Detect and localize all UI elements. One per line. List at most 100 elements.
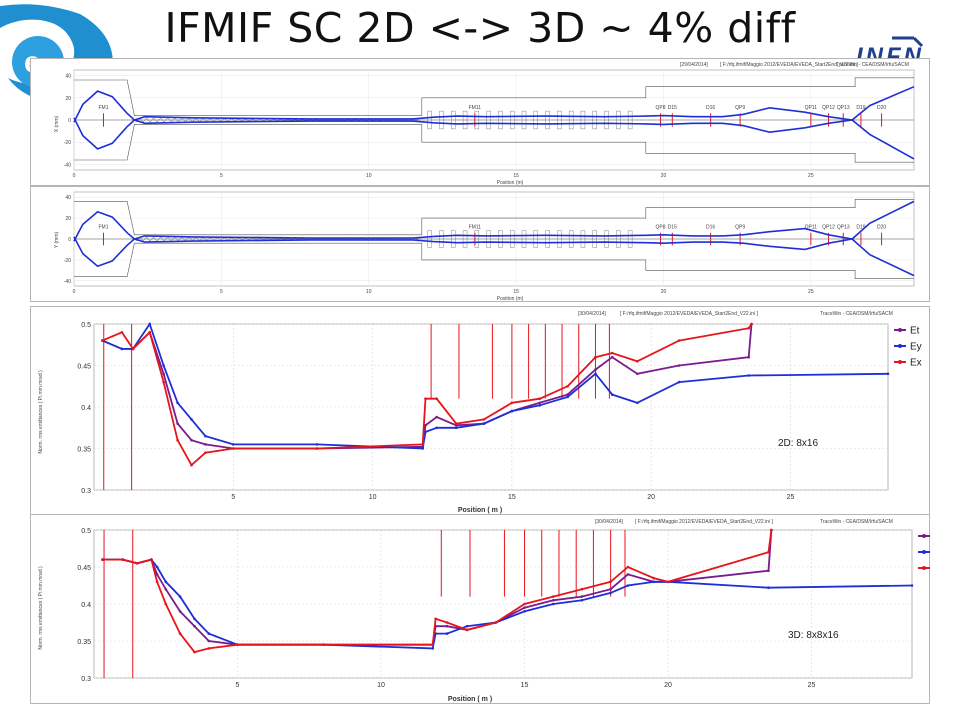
- element-label: D19: [856, 105, 865, 111]
- element-label: FM1: [98, 225, 108, 231]
- envelope-x-header-file: [ F:/rfq.ifmif/Maggio 2012/EVEDA/EVEDA_S…: [720, 62, 858, 68]
- y-tick-label: 0.35: [77, 447, 91, 454]
- y-tick-label: 20: [65, 96, 71, 102]
- element-label: FM11: [469, 225, 482, 231]
- point-ey: [538, 404, 542, 407]
- point-ex: [150, 558, 153, 561]
- point-ey: [424, 430, 427, 434]
- point-ey: [594, 372, 597, 376]
- point-ex: [421, 443, 425, 446]
- point-ey: [677, 380, 681, 384]
- point-et: [566, 393, 569, 396]
- point-ex: [610, 351, 614, 355]
- point-et: [677, 364, 681, 367]
- y-tick-label: 0.3: [81, 488, 91, 495]
- emittance-3d-ylabel: Norm. rms emittances ( Pi.mm.mrad ): [38, 566, 44, 650]
- point-ey: [610, 393, 614, 396]
- x-tick-label: 0: [73, 173, 76, 179]
- element-label: QP8: [656, 225, 666, 231]
- y-tick-label: 0.5: [81, 528, 91, 535]
- point-et: [580, 595, 584, 598]
- envelope-x-header-date: [29/04/2014]: [680, 62, 708, 68]
- x-tick-label: 15: [521, 682, 529, 689]
- point-ex: [322, 643, 325, 646]
- x-tick-label: 5: [231, 494, 235, 501]
- point-ex: [431, 643, 435, 646]
- point-ex: [164, 602, 168, 606]
- x-tick-label: 15: [513, 173, 519, 179]
- point-ex: [767, 550, 770, 554]
- y-tick-label: 40: [65, 74, 71, 80]
- element-label: QP13: [837, 225, 850, 231]
- point-ey: [626, 584, 630, 587]
- point-ey: [178, 595, 182, 598]
- point-ex: [193, 650, 196, 654]
- point-ex: [482, 418, 486, 421]
- point-et: [610, 355, 614, 359]
- element-label: D20: [877, 105, 886, 111]
- point-ex: [101, 339, 104, 342]
- y-tick-label: -40: [64, 279, 71, 285]
- emittance-2d-legend: Et Ey Ex: [894, 326, 922, 369]
- point-ex: [315, 447, 319, 450]
- element-label: D19: [856, 225, 865, 231]
- x-tick-label: 25: [808, 289, 814, 295]
- y-tick-label: 0.4: [81, 602, 91, 609]
- envelope-line-1: [73, 117, 915, 160]
- point-ex: [155, 580, 159, 584]
- x-tick-label: 5: [236, 682, 240, 689]
- legend-label-ey: Ey: [910, 342, 922, 353]
- element-label: QP11: [805, 225, 818, 231]
- emittance-2d-header-date: [30/04/2014]: [578, 311, 606, 317]
- point-ey: [454, 426, 458, 430]
- point-ey: [609, 591, 612, 595]
- point-ex: [162, 380, 165, 384]
- envelope-x-ylabel: X (mm): [54, 115, 60, 132]
- element-label: FM1: [98, 105, 108, 111]
- point-ex: [580, 587, 584, 591]
- point-et: [747, 355, 750, 359]
- emittance-2d-xlabel: Position ( m ): [458, 507, 502, 514]
- point-ey: [523, 610, 526, 613]
- point-et: [538, 401, 542, 405]
- envelope-x-chart: [29/04/2014] [ F:/rfq.ifmif/Maggio 2012/…: [30, 58, 930, 186]
- emittance-line-et: [102, 323, 753, 450]
- point-ex: [445, 621, 449, 624]
- point-ex: [424, 397, 427, 400]
- element-label: QP13: [837, 105, 850, 111]
- emittance-2d-ylabel: Norm. rms emittances ( Pi.mm.mrad ): [38, 370, 44, 454]
- point-ex: [609, 580, 612, 584]
- point-ey: [315, 443, 319, 446]
- x-tick-label: 0: [73, 289, 76, 295]
- point-ey: [434, 632, 437, 635]
- point-ey: [435, 426, 439, 430]
- point-ex: [750, 322, 753, 326]
- point-et: [190, 438, 193, 442]
- element-label: D16: [706, 105, 715, 111]
- point-ey: [421, 447, 425, 450]
- element-label: D15: [668, 105, 677, 111]
- point-ex: [770, 528, 773, 532]
- envelope-line-0: [73, 85, 915, 123]
- point-ex: [523, 602, 526, 606]
- point-ey: [193, 617, 196, 621]
- point-ex: [566, 385, 569, 388]
- y-tick-label: 0.3: [81, 676, 91, 683]
- point-et: [155, 573, 159, 576]
- point-ex: [626, 565, 630, 569]
- element-label: QP12: [822, 105, 835, 111]
- emittance-3d-header-credit: TraceWin - CEA/DSM/Irfu/SACM: [820, 519, 893, 525]
- point-ey: [207, 632, 211, 635]
- element-label: FM11: [469, 105, 482, 111]
- point-et: [767, 569, 770, 572]
- emittance-2d-chart: [30/04/2014] [ F:/rfq.ifmif/Maggio 2012/…: [30, 306, 930, 516]
- envelope-x-header-credit: TraceWin - CEA/DSM/Irfu/SACM: [836, 62, 909, 68]
- point-ey: [767, 586, 770, 589]
- x-tick-label: 5: [220, 173, 223, 179]
- element-label: D20: [877, 225, 886, 231]
- point-et: [636, 372, 639, 376]
- envelope-line-0: [73, 200, 915, 242]
- x-tick-label: 25: [808, 173, 814, 179]
- point-et: [164, 587, 168, 591]
